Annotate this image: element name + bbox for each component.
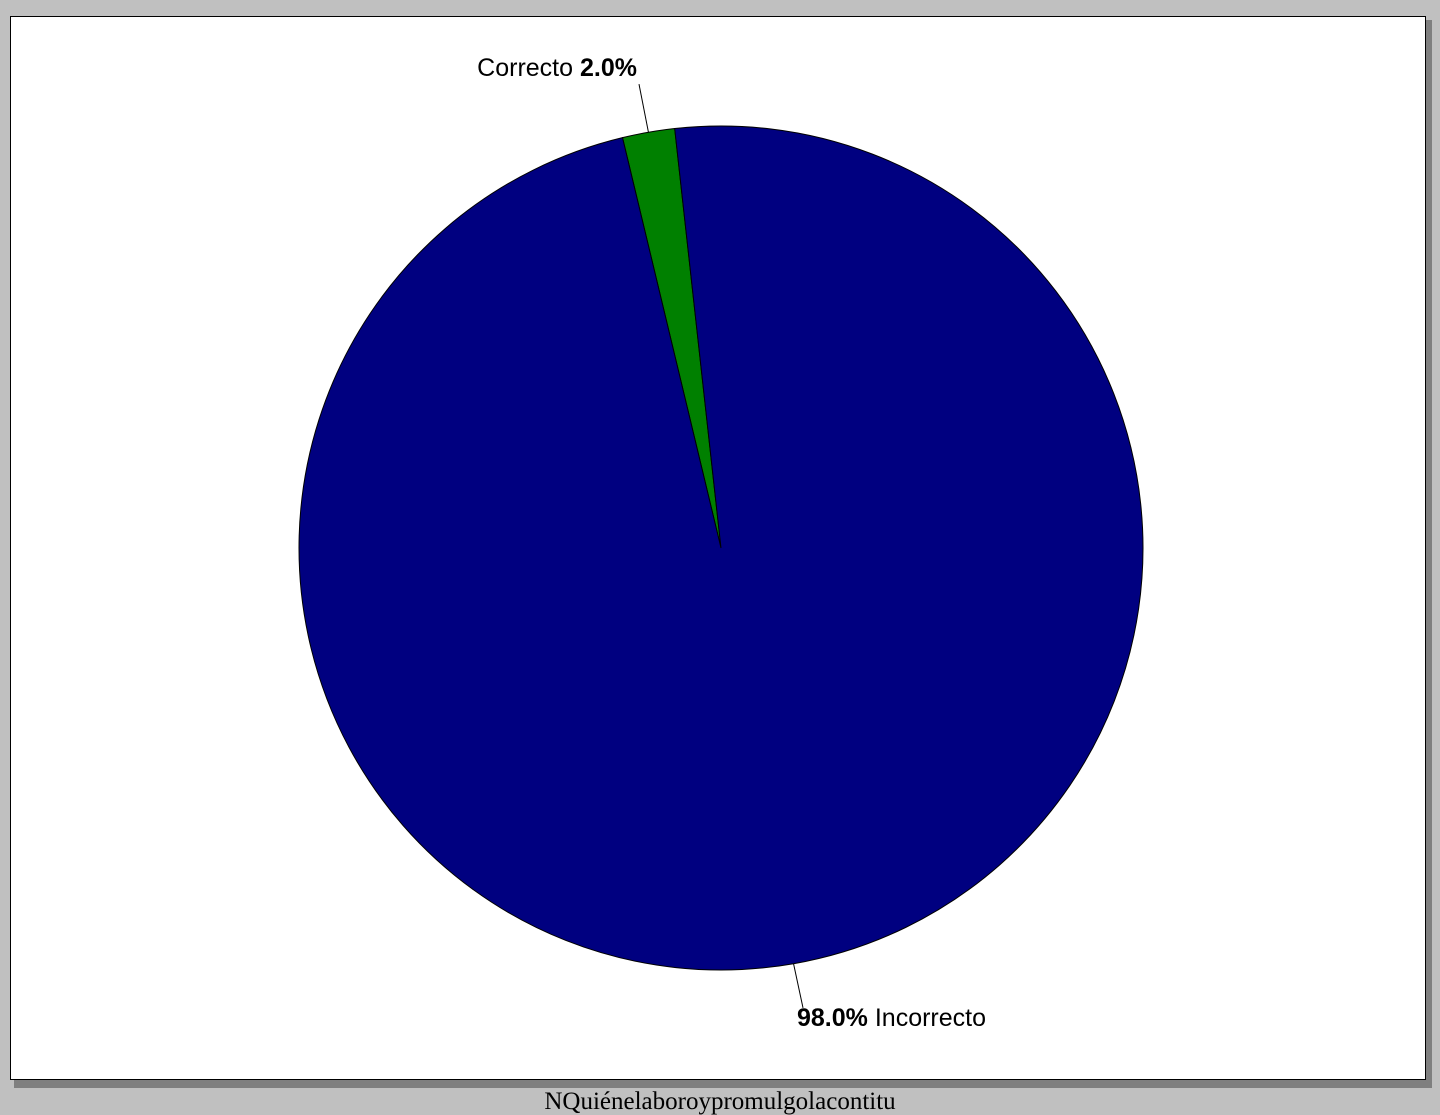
pie-slice-incorrecto: [298, 125, 1144, 971]
chart-caption: NQuiénelaboroypromulgolacontitu: [544, 1088, 896, 1115]
slice-label-value: 98.0%: [797, 1004, 868, 1032]
leader-line-incorrecto: [793, 963, 804, 1009]
slice-label-value: 2.0%: [580, 54, 637, 82]
slice-label-correcto: Correcto 2.0%: [477, 54, 637, 82]
slice-label-name: Correcto: [477, 54, 573, 82]
slice-label-incorrecto: 98.0% Incorrecto: [797, 1004, 986, 1032]
slice-label-name: Incorrecto: [875, 1004, 986, 1032]
leader-line-correcto: [638, 84, 649, 133]
